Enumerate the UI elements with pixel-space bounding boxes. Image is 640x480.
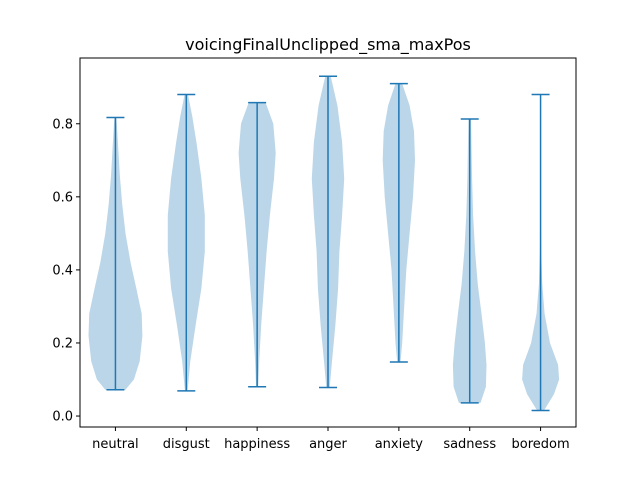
x-tick-label-anxiety: anxiety xyxy=(375,437,424,452)
x-tick-label-neutral: neutral xyxy=(92,437,139,452)
y-tick-label: 0.2 xyxy=(52,336,73,351)
x-tick-label-disgust: disgust xyxy=(163,437,210,452)
plot-frame xyxy=(79,57,577,428)
x-tick-label-happiness: happiness xyxy=(224,437,290,452)
y-tick-label: 0.0 xyxy=(52,410,73,425)
y-tick-label: 0.4 xyxy=(52,263,73,278)
y-tick-label: 0.6 xyxy=(52,190,73,205)
y-axis: 0.0 0.2 0.4 0.6 0.8 xyxy=(52,117,80,425)
y-tick-label: 0.8 xyxy=(52,117,73,132)
violins-group xyxy=(88,75,560,412)
x-tick-label-sadness: sadness xyxy=(443,437,496,452)
chart-title: voicingFinalUnclipped_sma_maxPos xyxy=(185,35,471,55)
x-tick-label-anger: anger xyxy=(309,437,347,452)
x-axis: neutral disgust happiness anger anxiety sadne… xyxy=(92,427,570,452)
x-tick-label-boredom: boredom xyxy=(512,437,570,452)
